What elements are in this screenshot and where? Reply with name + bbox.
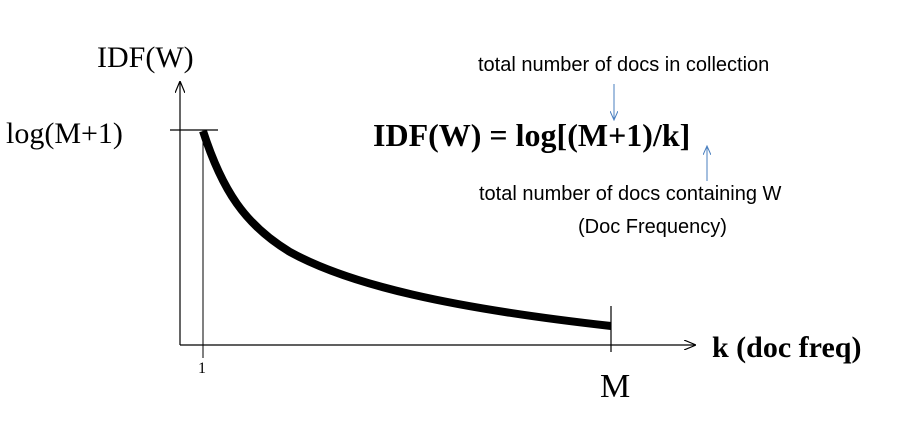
- annotation-total-docs: total number of docs in collection: [478, 54, 769, 76]
- annotation-doc-frequency-line2: (Doc Frequency): [578, 216, 727, 238]
- x-axis-label: k (doc freq): [712, 331, 861, 364]
- y-tick-label: log(M+1): [6, 117, 123, 150]
- idf-formula: IDF(W) = log[(M+1)/k]: [373, 117, 690, 153]
- annotation-doc-frequency-line1: total number of docs containing W: [479, 183, 782, 205]
- y-axis-label: IDF(W): [97, 41, 194, 74]
- x-tick-start-label: 1: [198, 360, 206, 377]
- idf-curve: [199, 129, 612, 330]
- x-tick-end-label: M: [600, 368, 630, 405]
